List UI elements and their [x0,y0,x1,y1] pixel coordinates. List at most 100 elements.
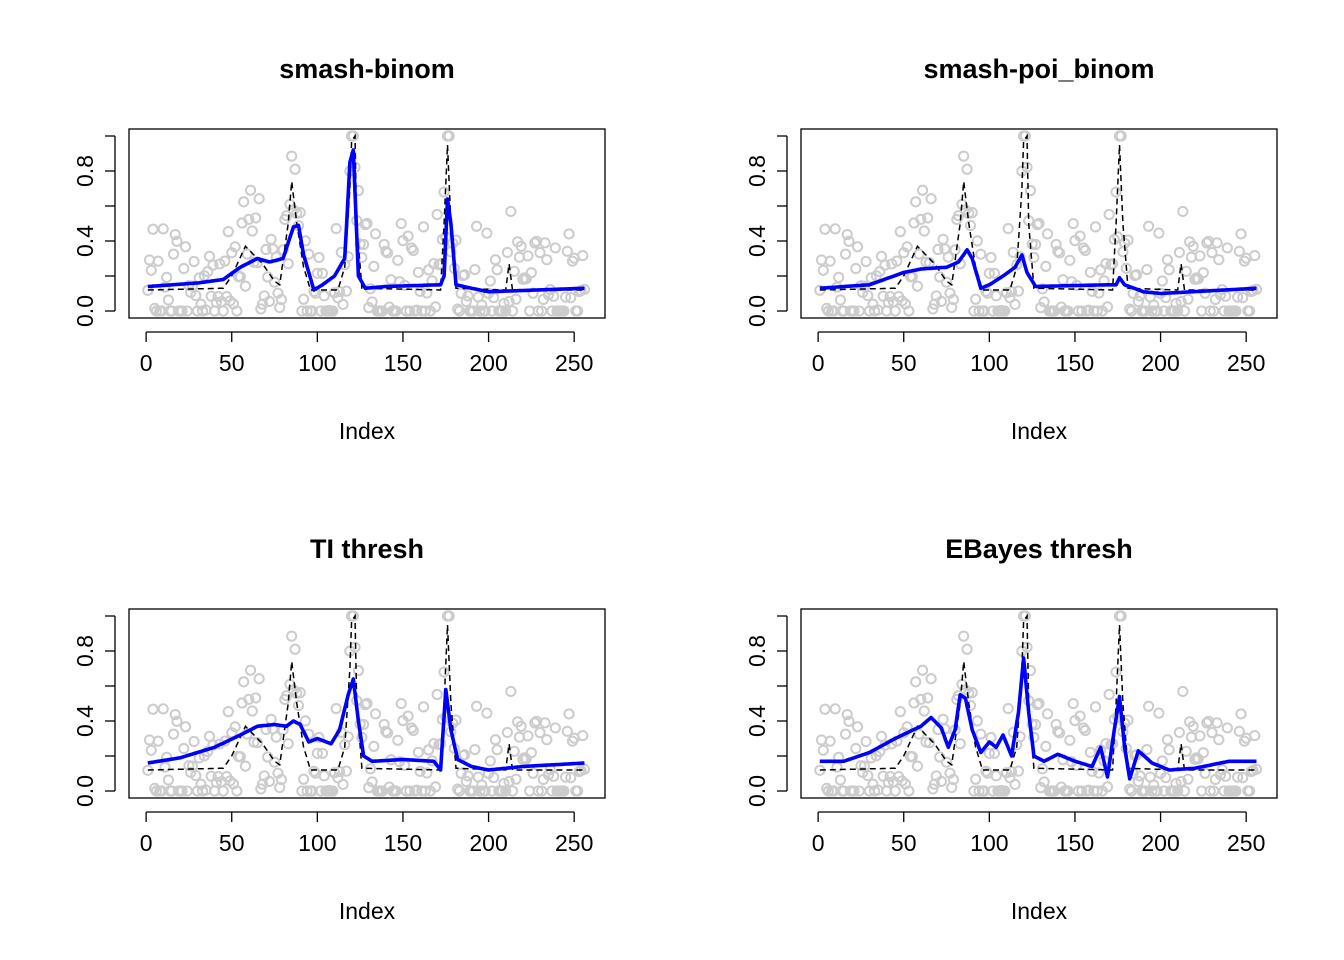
observed-point [452,783,464,795]
observed-point [1110,186,1122,198]
observed-point [964,219,977,232]
observed-point [292,699,305,712]
observed-point [1213,254,1225,266]
observed-point [219,255,231,267]
observed-point [918,225,930,237]
observed-point [565,772,577,784]
observed-point [1220,770,1232,782]
observed-point [1172,305,1184,317]
observed-point [952,210,965,222]
observed-point [217,305,229,317]
observed-point [508,745,520,757]
observed-point [311,267,323,279]
observed-point [1235,228,1247,240]
observed-point [541,254,553,266]
observed-point [1110,666,1122,678]
observed-point [467,305,479,317]
observed-point [481,707,493,719]
observed-point [1230,305,1242,317]
observed-point [539,717,551,729]
x-tick-label: 200 [469,830,507,856]
observed-point [404,785,416,797]
observed-point [145,264,157,276]
observed-point [940,276,953,288]
observed-point [318,770,330,782]
observed-point [395,217,407,230]
observed-point [935,775,948,788]
observed-point [1172,785,1184,797]
observed-point [474,785,486,797]
observed-point [498,777,510,790]
observed-point [1130,269,1143,281]
observed-point [954,738,966,750]
observed-point [231,785,243,797]
observed-point [1182,773,1194,785]
observed-point [1206,247,1218,259]
observed-point [1142,700,1155,712]
observed-point [210,296,222,308]
observed-point [532,785,544,797]
observed-point [1153,707,1165,719]
observed-point [848,305,860,317]
observed-point [286,150,298,162]
observed-point [405,722,418,734]
observed-point [244,184,257,196]
observed-point [1079,244,1091,257]
observed-point [1199,767,1211,779]
observed-point [1077,722,1090,734]
observed-point [186,280,198,292]
observed-point [1067,217,1079,230]
x-tick-label: 250 [1227,830,1265,856]
observed-point [222,226,234,238]
observed-point [1173,726,1186,739]
observed-point [1041,708,1054,720]
observed-point [167,728,180,740]
observed-point [246,705,258,717]
observed-point [210,776,222,788]
observed-point [327,305,339,317]
observed-point [961,163,973,175]
observed-point [577,729,589,742]
observed-point [539,237,551,249]
observed-point [481,227,493,239]
observed-point [1187,720,1199,732]
observed-point [862,289,874,302]
observed-point [1077,242,1090,254]
observed-point [327,785,339,797]
observed-point [561,245,573,257]
observed-point [1079,724,1091,737]
observed-point [484,275,496,287]
observed-point [443,130,455,142]
observed-point [455,767,467,779]
observed-point [1178,305,1191,317]
observed-point [231,305,243,317]
observed-point [958,630,970,642]
observed-point [1103,208,1115,221]
observed-point [1187,240,1199,252]
observed-point [1206,727,1218,739]
observed-point [923,737,936,749]
observed-point [250,212,262,224]
observed-point [1107,258,1119,270]
observed-point [167,248,180,260]
estimate-line [147,148,585,294]
observed-point [1019,610,1031,622]
observed-point [181,785,193,797]
observed-point [829,223,841,235]
observed-point [819,703,831,715]
observed-point [860,255,872,268]
observed-point [188,255,200,268]
x-axis-label: Index [1011,898,1068,924]
observed-point [226,247,238,259]
x-axis-label: Index [339,418,396,444]
observed-point [1040,740,1052,752]
observed-point [1235,708,1247,720]
observed-point [438,666,450,678]
observed-point [515,240,527,252]
observed-point [882,776,894,788]
observed-point [1139,305,1151,317]
y-tick-label: 0.0 [744,295,770,327]
observed-point [843,235,855,247]
observed-point [1038,296,1050,308]
observed-point [889,785,901,797]
